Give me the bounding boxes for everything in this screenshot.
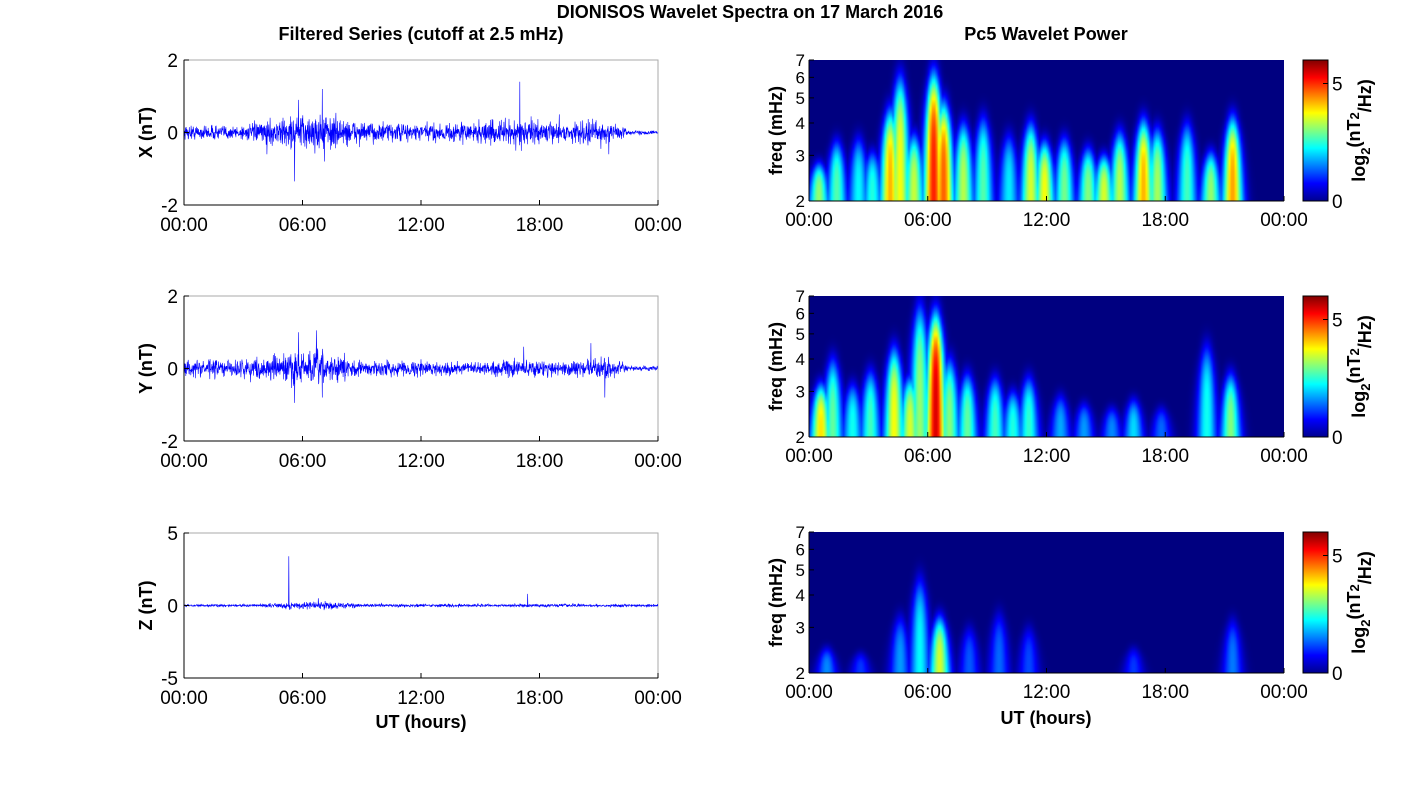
y-tick-label: 5	[796, 325, 805, 344]
y-axis-label: freq (mHz)	[766, 322, 786, 411]
x-tick-label: 18:00	[516, 688, 564, 709]
timeseries-panel-3: 50-500:00 06:00 12:00 18:00 00:00Z (nT)	[136, 524, 682, 709]
y-tick-label: 2	[796, 428, 805, 447]
y-tick-label: 2	[167, 51, 178, 72]
x-tick-label: 00:00	[160, 215, 208, 236]
y-tick-label: 0	[167, 360, 178, 381]
y-tick-label: 3	[796, 618, 805, 637]
series-trace	[183, 330, 659, 403]
x-tick-label: 18:00	[1141, 682, 1189, 703]
y-tick-label: 5	[167, 524, 178, 545]
right-column-title: Pc5 Wavelet Power	[964, 24, 1127, 44]
series-trace	[183, 556, 659, 611]
y-tick-label: 2	[796, 664, 805, 683]
x-tick-label: 00:00	[160, 451, 208, 472]
colorbar-tick-label: 0	[1332, 428, 1343, 449]
y-tick-label: 2	[796, 192, 805, 211]
x-tick-label: 18:00	[1141, 446, 1189, 467]
colorbar-label: log2(nT2/Hz)	[1344, 315, 1375, 417]
x-tick-label: 18:00	[516, 451, 564, 472]
x-tick-label: 00:00	[160, 688, 208, 709]
y-tick-label: 3	[796, 146, 805, 165]
y-axis-label: freq (mHz)	[766, 86, 786, 175]
colorbar-tick-label: 5	[1332, 75, 1343, 96]
y-tick-label: 2	[167, 287, 178, 308]
y-axis-label: Y (nT)	[136, 343, 156, 394]
y-tick-label: 3	[796, 382, 805, 401]
figure-title: DIONISOS Wavelet Spectra on 17 March 201…	[557, 2, 943, 22]
x-tick-label: 00:00	[785, 682, 833, 703]
left-xlabel: UT (hours)	[376, 712, 467, 732]
colorbar-tick-label: 0	[1332, 664, 1343, 685]
spectrogram-heatmap	[809, 296, 1284, 437]
y-tick-label: 4	[796, 350, 805, 369]
y-axis-label: Z (nT)	[136, 581, 156, 631]
x-tick-label: 18:00	[516, 215, 564, 236]
x-tick-label: 00:00	[1260, 682, 1308, 703]
y-axis-label: freq (mHz)	[766, 558, 786, 647]
y-tick-label: 6	[796, 304, 805, 323]
left-column-title: Filtered Series (cutoff at 2.5 mHz)	[278, 24, 563, 44]
x-tick-label: 00:00	[785, 210, 833, 231]
colorbar-label: log2(nT2/Hz)	[1344, 79, 1375, 181]
y-tick-label: 6	[796, 540, 805, 559]
y-tick-label: 6	[796, 68, 805, 87]
y-axis-label: X (nT)	[136, 107, 156, 158]
x-tick-label: 12:00	[1023, 210, 1071, 231]
y-tick-label: 7	[796, 51, 805, 70]
timeseries-panel-2: 20-200:00 06:00 12:00 18:00 00:00Y (nT)	[136, 287, 682, 472]
colorbar-gradient	[1302, 59, 1329, 202]
x-tick-label: 18:00	[1141, 210, 1189, 231]
y-tick-label: -2	[161, 196, 178, 217]
colorbar-gradient	[1302, 295, 1329, 438]
y-tick-label: 4	[796, 586, 805, 605]
x-tick-label: 12:00	[1023, 446, 1071, 467]
y-tick-label: 5	[796, 561, 805, 580]
x-tick-label: 12:00	[397, 215, 445, 236]
series-trace	[183, 81, 659, 182]
x-tick-label: 12:00	[1023, 682, 1071, 703]
colorbar-label: log2(nT2/Hz)	[1344, 551, 1375, 653]
x-tick-label: 06:00	[279, 451, 327, 472]
y-tick-label: -2	[161, 432, 178, 453]
x-tick-label: 06:00	[279, 215, 327, 236]
colorbar-tick-label: 5	[1332, 311, 1343, 332]
y-tick-label: 5	[796, 89, 805, 108]
x-tick-label: 12:00	[397, 688, 445, 709]
colorbar-tick-label: 0	[1332, 192, 1343, 213]
y-tick-label: -5	[161, 669, 178, 690]
colorbar-gradient	[1302, 531, 1329, 674]
timeseries-panel-1: 20-200:00 06:00 12:00 18:00 00:00X (nT)	[136, 51, 682, 236]
x-tick-label: 00:00	[634, 451, 682, 472]
spectrogram-heatmap	[809, 60, 1284, 201]
y-tick-label: 7	[796, 523, 805, 542]
x-tick-label: 00:00	[634, 688, 682, 709]
x-tick-label: 00:00	[785, 446, 833, 467]
y-tick-label: 0	[167, 124, 178, 145]
x-tick-label: 06:00	[904, 210, 952, 231]
x-tick-label: 06:00	[279, 688, 327, 709]
colorbar-tick-label: 5	[1332, 547, 1343, 568]
x-tick-label: 12:00	[397, 451, 445, 472]
x-tick-label: 00:00	[1260, 446, 1308, 467]
y-tick-label: 4	[796, 114, 805, 133]
x-tick-label: 06:00	[904, 446, 952, 467]
x-tick-label: 00:00	[1260, 210, 1308, 231]
y-tick-label: 0	[167, 597, 178, 618]
spectrogram-heatmap	[809, 532, 1284, 673]
x-tick-label: 00:00	[634, 215, 682, 236]
x-tick-label: 06:00	[904, 682, 952, 703]
right-xlabel: UT (hours)	[1001, 708, 1092, 728]
y-tick-label: 7	[796, 287, 805, 306]
